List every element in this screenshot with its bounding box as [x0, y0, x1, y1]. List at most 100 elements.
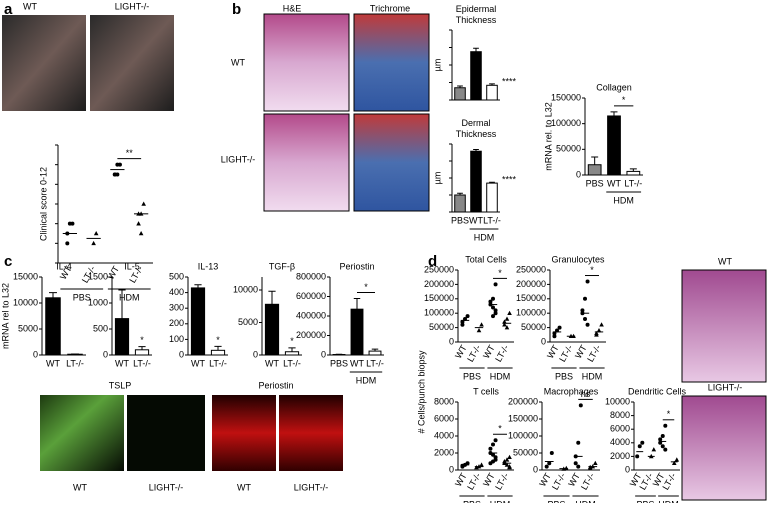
significance-label: * — [140, 335, 144, 345]
data-point — [640, 441, 644, 445]
group-label: PBS — [547, 499, 565, 503]
y-tick-label: 100000 — [424, 308, 454, 318]
x-tick-label: LT-/- — [66, 358, 84, 368]
y-tick-label: 400 — [169, 287, 184, 297]
data-point — [141, 202, 146, 206]
y-tick-label: 4000 — [434, 430, 454, 440]
image-label: WT — [73, 482, 87, 492]
data-point — [488, 461, 492, 465]
group-label: PBS — [463, 371, 481, 381]
y-axis-label: µm — [432, 172, 442, 185]
group-label: PBS — [463, 499, 481, 503]
group-label: HDM — [575, 499, 596, 503]
data-point — [552, 334, 556, 338]
data-point — [68, 222, 72, 226]
chart-title: Granulocytes — [551, 254, 605, 264]
x-tick-label: LT-/- — [483, 215, 501, 225]
x-tick-label: WT — [191, 358, 205, 368]
x-tick-label: LT-/- — [283, 358, 301, 368]
image-label: WT — [231, 57, 245, 67]
data-point — [576, 441, 580, 445]
bar — [608, 116, 621, 175]
y-tick-label: 2000 — [610, 451, 630, 461]
error-bar — [268, 291, 275, 304]
significance-label: * — [590, 265, 594, 275]
data-point — [652, 447, 657, 451]
image-label: WT — [23, 1, 37, 11]
chart-title: Total Cells — [465, 254, 507, 264]
significance-label: * — [667, 409, 671, 419]
histology-image — [354, 14, 429, 111]
y-tick-label: 100000 — [516, 308, 546, 318]
error-bar — [214, 346, 221, 350]
data-point — [91, 241, 96, 245]
group-label: HDM — [490, 371, 511, 381]
photo — [90, 15, 174, 111]
data-point — [139, 231, 144, 235]
y-tick-label: 150000 — [516, 293, 546, 303]
y-tick-label: 1500 — [88, 271, 108, 281]
fluorescence-image — [127, 395, 205, 471]
axis — [542, 402, 600, 470]
y-tick-label: 400000 — [296, 310, 326, 320]
x-tick-label: PBS — [451, 215, 469, 225]
error-bar — [473, 48, 479, 52]
data-point — [115, 173, 119, 177]
histology-image — [682, 270, 766, 382]
y-tick-label: 10000 — [233, 284, 258, 294]
group-label: PBS — [636, 499, 654, 503]
y-tick-label: 0 — [103, 349, 108, 359]
y-tick-label: 200000 — [424, 279, 454, 289]
image-label: WT — [237, 482, 251, 492]
fluorescence-image — [40, 395, 124, 471]
fluorescence-image — [279, 395, 343, 471]
y-tick-label: 50000 — [429, 322, 454, 332]
y-tick-label: 5000 — [18, 323, 38, 333]
image-label: Trichrome — [370, 3, 410, 13]
histology-image — [354, 114, 429, 211]
data-point — [494, 438, 498, 442]
chart-title: IL-13 — [198, 261, 219, 271]
significance-label: * — [622, 95, 626, 105]
bar — [471, 52, 482, 100]
y-tick-label: 200000 — [508, 396, 538, 406]
data-point — [583, 297, 587, 301]
data-point — [491, 443, 495, 447]
y-tick-label: 10000 — [13, 297, 38, 307]
y-tick-label: 500 — [93, 323, 108, 333]
error-bar — [354, 298, 360, 309]
y-tick-label: 6000 — [610, 424, 630, 434]
data-point — [661, 444, 665, 448]
data-point — [574, 461, 578, 465]
y-tick-label: 250000 — [424, 264, 454, 274]
data-point — [477, 328, 482, 332]
y-tick-label: 4000 — [610, 437, 630, 447]
image-label: TSLP — [109, 380, 132, 390]
y-tick-label: 10000 — [605, 396, 630, 406]
data-point — [593, 461, 598, 465]
y-tick-label: 300 — [169, 303, 184, 313]
data-point — [507, 311, 512, 315]
axis — [58, 145, 153, 263]
bar — [455, 88, 466, 100]
bar — [627, 171, 640, 175]
y-tick-label: 100000 — [508, 430, 538, 440]
significance-label: * — [498, 268, 502, 278]
y-tick-label: 500 — [169, 271, 184, 281]
x-tick-label: LT-/- — [557, 343, 575, 363]
panel-label: c — [4, 253, 12, 270]
bar — [369, 351, 381, 355]
data-point — [583, 317, 587, 321]
axis — [458, 270, 514, 342]
data-point — [507, 455, 512, 459]
x-tick-label: PBS — [330, 358, 348, 368]
bar — [115, 319, 128, 355]
y-axis-label: # Cells/punch biopsy — [416, 350, 426, 434]
y-tick-label: 0 — [33, 349, 38, 359]
chart-title: Macrophages — [544, 386, 599, 396]
chart-title: IL-4 — [56, 261, 72, 271]
x-tick-label: LT-/- — [550, 471, 568, 491]
bar — [588, 165, 601, 175]
y-tick-label: 0 — [533, 464, 538, 474]
